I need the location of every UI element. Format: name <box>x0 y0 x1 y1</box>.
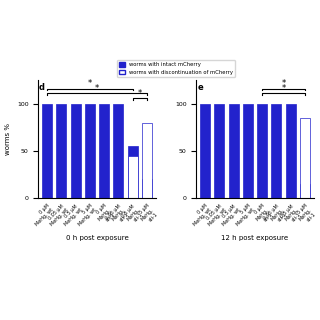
Text: e: e <box>197 83 203 92</box>
Text: *: * <box>282 79 286 88</box>
Y-axis label: worms %: worms % <box>5 123 12 155</box>
Bar <box>300 118 310 198</box>
Bar <box>42 104 52 198</box>
Bar <box>99 104 109 198</box>
Bar <box>128 146 138 198</box>
Bar <box>243 104 253 198</box>
Bar <box>257 104 267 198</box>
Bar <box>85 104 95 198</box>
Text: *: * <box>88 79 92 88</box>
Bar <box>142 180 152 198</box>
Text: d: d <box>39 83 45 92</box>
X-axis label: 12 h post exposure: 12 h post exposure <box>221 235 289 241</box>
Bar <box>142 123 152 198</box>
Bar <box>300 184 310 198</box>
Bar <box>70 104 81 198</box>
Bar <box>214 104 224 198</box>
Bar <box>271 104 282 198</box>
Text: *: * <box>282 84 286 93</box>
Bar <box>200 104 210 198</box>
Bar <box>286 104 296 198</box>
Bar <box>113 104 124 198</box>
Text: *: * <box>138 89 142 98</box>
Bar <box>56 104 66 198</box>
Bar <box>228 104 239 198</box>
Text: *: * <box>95 84 99 93</box>
X-axis label: 0 h post exposure: 0 h post exposure <box>66 235 128 241</box>
Bar <box>128 156 138 198</box>
Legend: worms with intact mCherry, worms with discontinuation of mCherry: worms with intact mCherry, worms with di… <box>116 60 236 77</box>
